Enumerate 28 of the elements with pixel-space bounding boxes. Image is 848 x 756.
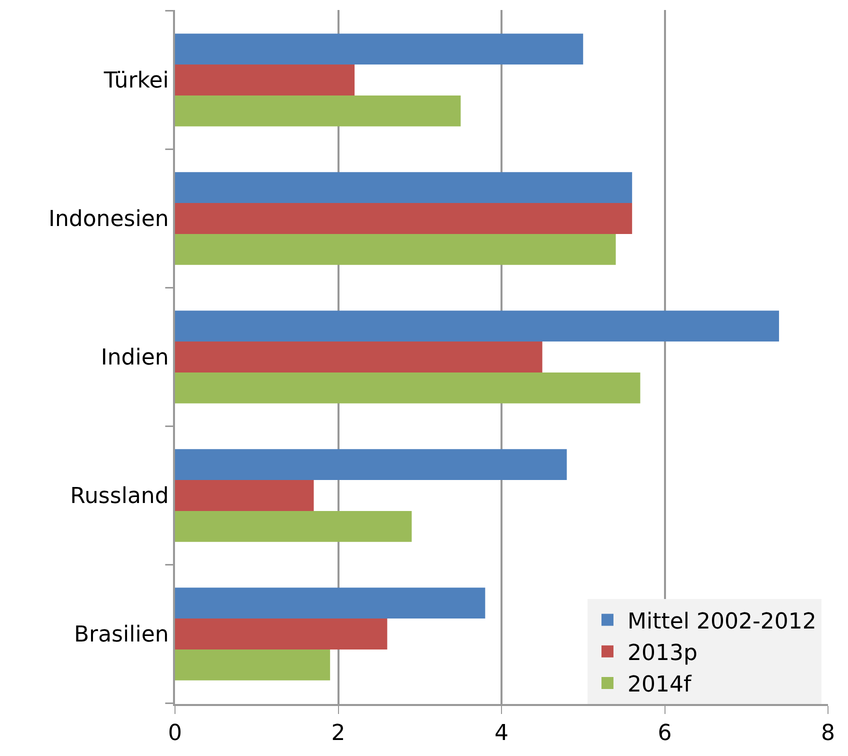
bar: [175, 34, 584, 65]
bar: [175, 618, 388, 650]
legend-label: 2013p: [627, 640, 698, 666]
bar: [175, 449, 567, 480]
x-tick-label: 2: [331, 721, 346, 746]
x-tick-label: 4: [494, 721, 508, 746]
bar: [175, 64, 355, 96]
bar: [175, 510, 412, 542]
bar: [175, 172, 632, 204]
legend-label: 2014f: [627, 672, 692, 698]
y-tick-label: Indonesien: [48, 207, 169, 232]
bar: [175, 234, 616, 265]
bar: [175, 480, 314, 511]
x-tick-label: 0: [168, 721, 182, 746]
y-tick-label: Brasilien: [74, 622, 169, 648]
x-tick-label: 6: [658, 721, 672, 746]
y-tick-label: Indien: [100, 346, 169, 371]
y-tick-label: Russland: [70, 484, 169, 510]
bar: [175, 372, 640, 404]
bar: [175, 203, 632, 234]
bar: [175, 649, 330, 680]
bar: [175, 310, 780, 342]
legend-label: Mittel 2002-2012: [627, 609, 816, 634]
bar: [175, 95, 461, 126]
bar: [175, 588, 486, 619]
bar: [175, 342, 542, 372]
x-tick-label: 8: [821, 721, 835, 746]
y-tick-label: Türkei: [102, 68, 169, 94]
